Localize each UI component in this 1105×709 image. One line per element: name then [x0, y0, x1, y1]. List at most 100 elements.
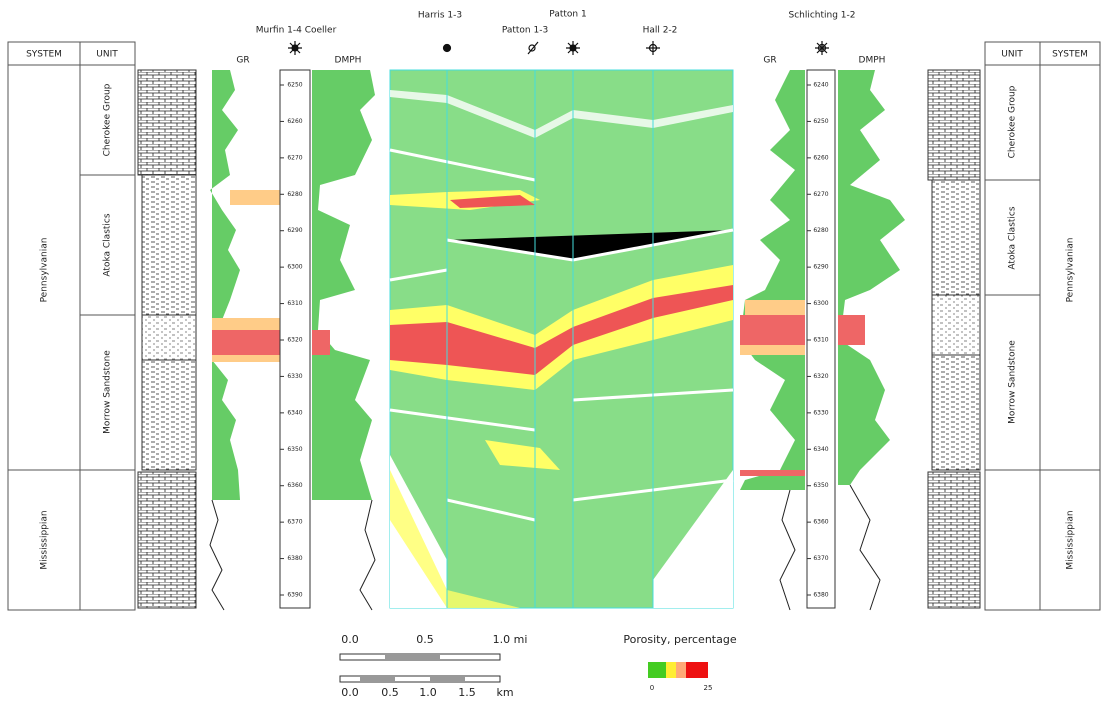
- lithology: [137, 69, 197, 176]
- scale-label: km: [496, 686, 513, 699]
- well-name: Murfin 1-4 Coeller: [256, 26, 337, 36]
- scale-label: 0.5: [416, 633, 434, 646]
- depth-label: 6320: [287, 337, 302, 344]
- dmph-porous: [312, 330, 330, 355]
- depth-label: 6370: [287, 519, 302, 526]
- header: SYSTEM: [26, 50, 62, 60]
- depth-label: 6360: [813, 519, 828, 526]
- lithology: [137, 471, 197, 609]
- gr-curve: [209, 499, 225, 611]
- depth-label: 6270: [287, 154, 302, 161]
- depth-label: 6310: [287, 300, 302, 307]
- system-label: Mississippian: [1066, 510, 1076, 569]
- table-lines: [8, 42, 135, 610]
- depth-label: 6290: [287, 227, 302, 234]
- depth-label: 6380: [287, 555, 302, 562]
- depth-label: 6280: [287, 191, 302, 198]
- depth-label: 6300: [287, 264, 302, 271]
- depth-label: 6330: [287, 373, 302, 380]
- depth-label: 6290: [813, 264, 828, 271]
- gr-log: [210, 70, 240, 500]
- diagram-body: SYSTEM UNIT Pennsylvanian Mississippian …: [7, 10, 1101, 699]
- gr-porous: [212, 330, 280, 355]
- well-name: Harris 1-3: [418, 11, 462, 21]
- header: UNIT: [1001, 50, 1023, 60]
- depth-label: 6360: [287, 482, 302, 489]
- dmph-log: [838, 70, 905, 485]
- curve-label: GR: [236, 56, 249, 66]
- section-gap: [653, 470, 733, 608]
- depth-label: 6350: [287, 446, 302, 453]
- gr-porous: [740, 315, 805, 345]
- depth-label: 6380: [813, 592, 828, 599]
- system-label: Mississippian: [40, 510, 50, 569]
- gr-porous: [212, 190, 280, 362]
- unit-label: Atoka Clastics: [1008, 206, 1018, 269]
- system-label: Pennsylvanian: [40, 238, 50, 303]
- scale-label: 1.5: [458, 686, 476, 699]
- lithology: [927, 69, 981, 181]
- scale-label: 1.0 mi: [493, 633, 528, 646]
- depth-label: 6340: [287, 409, 302, 416]
- depth-label: 6260: [813, 154, 828, 161]
- porosity-band: [450, 195, 535, 208]
- porosity-band: [485, 440, 560, 470]
- well-name: Hall 2-2: [643, 26, 678, 36]
- curve-label: DMPH: [335, 56, 362, 66]
- scale-label: 0.0: [341, 633, 359, 646]
- well-line: [446, 70, 654, 608]
- header: SYSTEM: [1052, 50, 1088, 60]
- gr-log: [740, 70, 805, 490]
- porosity-band: [390, 285, 733, 375]
- table-lines: [985, 42, 1100, 610]
- dmph-porous: [838, 315, 865, 345]
- lithology: [141, 314, 197, 361]
- table-frame: [7, 41, 136, 611]
- depth-label: 6340: [813, 446, 828, 453]
- depth-label: 6260: [287, 118, 302, 125]
- curve-label: DMPH: [859, 56, 886, 66]
- depth-label: 6250: [813, 118, 828, 125]
- legend-swatch: [686, 662, 708, 678]
- well-name: Schlichting 1-2: [788, 11, 855, 21]
- depth-label: 6270: [813, 191, 828, 198]
- curve-label: GR: [763, 56, 776, 66]
- dmph-curve: [849, 484, 881, 611]
- legend-swatch: [648, 662, 666, 678]
- well-symbols: [288, 41, 829, 55]
- dmph-curve: [359, 499, 376, 611]
- unit-label: Atoka Clastics: [103, 213, 113, 276]
- depth-label: 6390: [287, 592, 302, 599]
- system-label: Pennsylvanian: [1066, 238, 1076, 303]
- depth-label: 6370: [813, 555, 828, 562]
- section-gap: [390, 90, 733, 138]
- depth-label: 6250: [287, 82, 302, 89]
- unit-label: Morrow Sandstone: [1008, 340, 1018, 424]
- gr-curve: [779, 489, 796, 611]
- scale-bar: [360, 654, 465, 682]
- legend-max: 25: [704, 684, 713, 692]
- legend-swatch: [666, 662, 676, 678]
- depth-label: 6350: [813, 482, 828, 489]
- depth-label: 6320: [813, 373, 828, 380]
- porosity-band: [390, 470, 520, 608]
- depth-label: 6240: [813, 82, 828, 89]
- well-name: Patton 1-3: [502, 26, 548, 36]
- header: UNIT: [96, 50, 118, 60]
- scale-label: 0.0: [341, 686, 359, 699]
- lithology: [931, 294, 981, 356]
- scale-label: 1.0: [419, 686, 437, 699]
- lithology: [927, 471, 981, 609]
- legend-swatch: [676, 662, 686, 678]
- unit-label: Cherokee Group: [1008, 85, 1018, 158]
- legend-title: Porosity, percentage: [623, 633, 736, 646]
- unit-label: Cherokee Group: [103, 83, 113, 156]
- table-frame: [984, 41, 1101, 611]
- depth-label: 6310: [813, 337, 828, 344]
- unit-label: Morrow Sandstone: [103, 350, 113, 434]
- depth-label: 6330: [813, 409, 828, 416]
- depth-label: 6280: [813, 227, 828, 234]
- well-name: Patton 1: [549, 10, 586, 20]
- depth-track: [806, 69, 836, 609]
